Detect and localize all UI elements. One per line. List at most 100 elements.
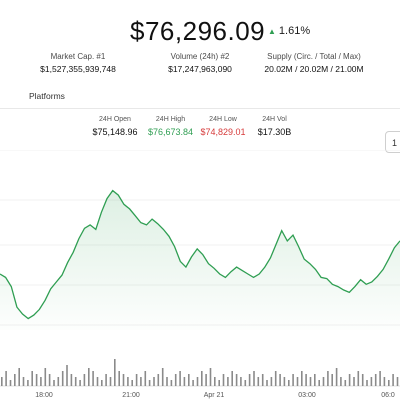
volume-bar: [201, 371, 203, 386]
volume-bar: [27, 380, 29, 386]
volume-bar: [340, 377, 342, 386]
volume-bar: [14, 374, 16, 386]
x-tick-label: 06:0: [381, 392, 395, 399]
volume-bar: [57, 377, 60, 386]
volume-bar: [61, 371, 64, 386]
stat-market-cap: Market Cap. #1 $1,527,355,939,748: [38, 52, 118, 74]
volume-bar: [157, 374, 160, 386]
stat-label: Supply (Circ. / Total / Max): [267, 52, 361, 61]
ohlc-value: $17.30B: [257, 127, 292, 137]
volume-bar: [79, 380, 81, 386]
tab-platforms[interactable]: Platforms: [29, 91, 65, 101]
volume-bar: [166, 377, 168, 386]
volume-bar: [92, 371, 94, 386]
volume-bar: [96, 377, 99, 386]
ohlc-volume: 24H Vol $17.30B: [252, 116, 297, 137]
volume-bar: [218, 380, 220, 386]
price-area: [0, 190, 400, 330]
volume-bar: [314, 374, 316, 386]
volume-bar: [253, 371, 255, 386]
volume-bar: [127, 377, 129, 386]
volume-bar: [48, 374, 51, 386]
volume-bar: [288, 380, 290, 386]
x-tick-label: Apr 21: [204, 392, 225, 399]
time-range-button[interactable]: 1: [385, 131, 400, 153]
volume-bar: [283, 377, 286, 386]
volume-bar: [74, 377, 77, 386]
volume-bar: [109, 377, 112, 386]
volume-bar: [18, 368, 20, 386]
volume-bar: [231, 371, 233, 386]
volume-bar: [9, 380, 12, 386]
volume-bar: [327, 371, 329, 386]
volume-bar: [179, 371, 181, 386]
volume-bar: [66, 365, 68, 386]
volume-bar: [331, 374, 333, 386]
volume-bar: [361, 374, 364, 386]
volume-bar: [335, 368, 338, 386]
volume-bar: [131, 380, 133, 386]
volume-bar: [257, 377, 260, 386]
stat-value: 20.02M / 20.02M / 21.00M: [264, 64, 364, 74]
volume-bar: [174, 374, 177, 386]
ohlc-value: $76,673.84: [147, 127, 194, 137]
volume-bar: [144, 371, 147, 386]
volume-bar: [379, 371, 381, 386]
volume-bar: [374, 374, 377, 386]
volume-bar: [53, 380, 55, 386]
volume-bar: [209, 368, 212, 386]
volume-bar: [35, 374, 38, 386]
volume-bar: [22, 377, 25, 386]
volume-bar: [214, 377, 216, 386]
ohlc-label: 24H Open: [99, 116, 131, 123]
volume-bar: [88, 368, 90, 386]
price-chart: 18:00 21:00 Apr 21 03:00 06:0: [0, 150, 400, 399]
volume-bar: [227, 377, 229, 386]
price-change-value: 1.61%: [278, 25, 311, 37]
ohlc-label: 24H Low: [209, 116, 237, 123]
current-price: $76,296.09: [130, 16, 266, 46]
x-tick-label: 18:00: [35, 392, 53, 399]
volume-bar: [270, 377, 273, 386]
ohlc-high: 24H High $76,673.84: [143, 116, 198, 137]
volume-bar: [248, 374, 251, 386]
ohlc-low: 24H Low $74,829.01: [198, 116, 248, 137]
ohlc-label: 24H Vol: [262, 116, 287, 123]
volume-bar: [183, 377, 186, 386]
volume-bar: [261, 374, 264, 386]
volume-bar: [205, 374, 207, 386]
volume-bar: [118, 371, 120, 386]
volume-bar: [122, 374, 125, 386]
volume-bar: [148, 380, 151, 386]
volume-bar: [301, 371, 303, 386]
volume-bar: [279, 374, 281, 386]
ohlc-value: $75,148.96: [92, 127, 138, 137]
stat-volume: Volume (24h) #2 $17,247,963,090: [160, 52, 240, 74]
volume-bar: [366, 380, 368, 386]
volume-bar: [222, 374, 225, 386]
volume-bar: [101, 380, 103, 386]
price-row: $76,296.09 ▲ 1.61%: [0, 16, 400, 52]
volume-bars: [1, 359, 399, 386]
volume-bar: [188, 374, 190, 386]
x-tick-label: 21:00: [122, 392, 140, 399]
stat-supply: Supply (Circ. / Total / Max) 20.02M / 20…: [255, 52, 373, 74]
volume-bar: [5, 371, 7, 386]
volume-bar: [196, 377, 199, 386]
x-axis: 18:00 21:00 Apr 21 03:00 06:0: [35, 392, 395, 399]
volume-bar: [353, 377, 355, 386]
volume-bar: [244, 380, 247, 386]
ohlc-open: 24H Open $75,148.96: [90, 116, 140, 137]
volume-bar: [135, 374, 138, 386]
section-divider: [0, 108, 400, 109]
volume-bar: [40, 377, 42, 386]
volume-bar: [1, 377, 3, 386]
volume-bar: [70, 374, 73, 386]
volume-bar: [192, 380, 194, 386]
volume-bar: [114, 359, 116, 386]
stat-value: $17,247,963,090: [168, 64, 232, 74]
x-tick-label: 03:00: [298, 392, 316, 399]
up-arrow-icon: ▲: [268, 27, 276, 36]
volume-bar: [296, 377, 299, 386]
volume-bar: [388, 380, 390, 386]
